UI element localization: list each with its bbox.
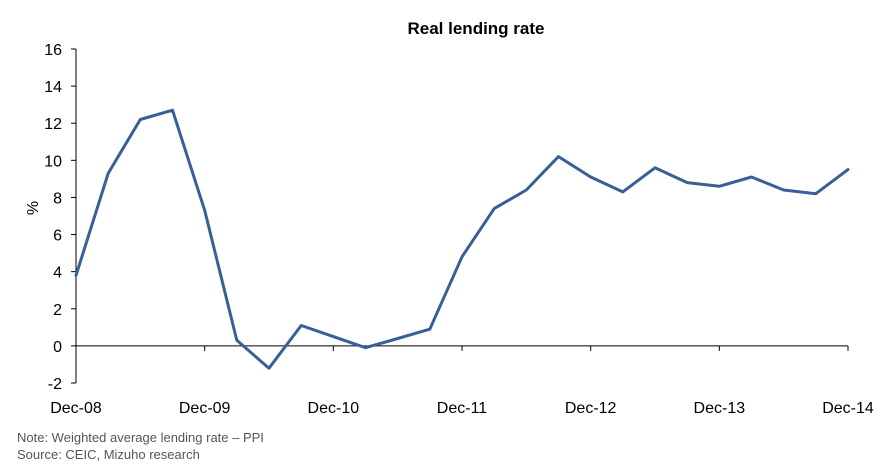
y-tick-label: 10 <box>44 153 62 170</box>
chart-notes: Note: Weighted average lending rate – PP… <box>17 429 264 463</box>
y-tick-label: 6 <box>53 228 62 245</box>
source-text: Source: CEIC, Mizuho research <box>17 447 200 462</box>
y-tick-label: 16 <box>44 42 62 59</box>
y-tick-label: 0 <box>53 339 62 356</box>
note-text: Note: Weighted average lending rate – PP… <box>17 430 264 445</box>
x-tick-label: Dec-13 <box>694 400 746 417</box>
chart-title: Real lending rate <box>408 19 545 38</box>
y-axis-label: % <box>25 201 42 215</box>
x-tick-label: Dec-08 <box>50 400 102 417</box>
x-tick-label: Dec-12 <box>565 400 617 417</box>
y-tick-label: 2 <box>53 302 62 319</box>
x-ticks: Dec-08 Dec-09 Dec-10 Dec-11 Dec-12 Dec-13 Dec-… <box>50 345 874 417</box>
x-tick-label: Dec-14 <box>822 400 874 417</box>
x-tick-label: Dec-09 <box>179 400 231 417</box>
y-ticks: -2 0 2 4 6 8 10 12 14 16 <box>44 42 76 393</box>
x-tick-label: Dec-10 <box>308 400 360 417</box>
y-tick-label: 8 <box>53 190 62 207</box>
y-tick-label: 4 <box>53 265 62 282</box>
x-tick-label: Dec-11 <box>437 400 487 417</box>
y-tick-label: 12 <box>44 116 62 133</box>
y-tick-label: 14 <box>44 79 62 96</box>
series-group <box>74 108 850 370</box>
y-tick-label: -2 <box>48 376 62 393</box>
series-line <box>74 108 850 370</box>
axes <box>75 49 848 383</box>
